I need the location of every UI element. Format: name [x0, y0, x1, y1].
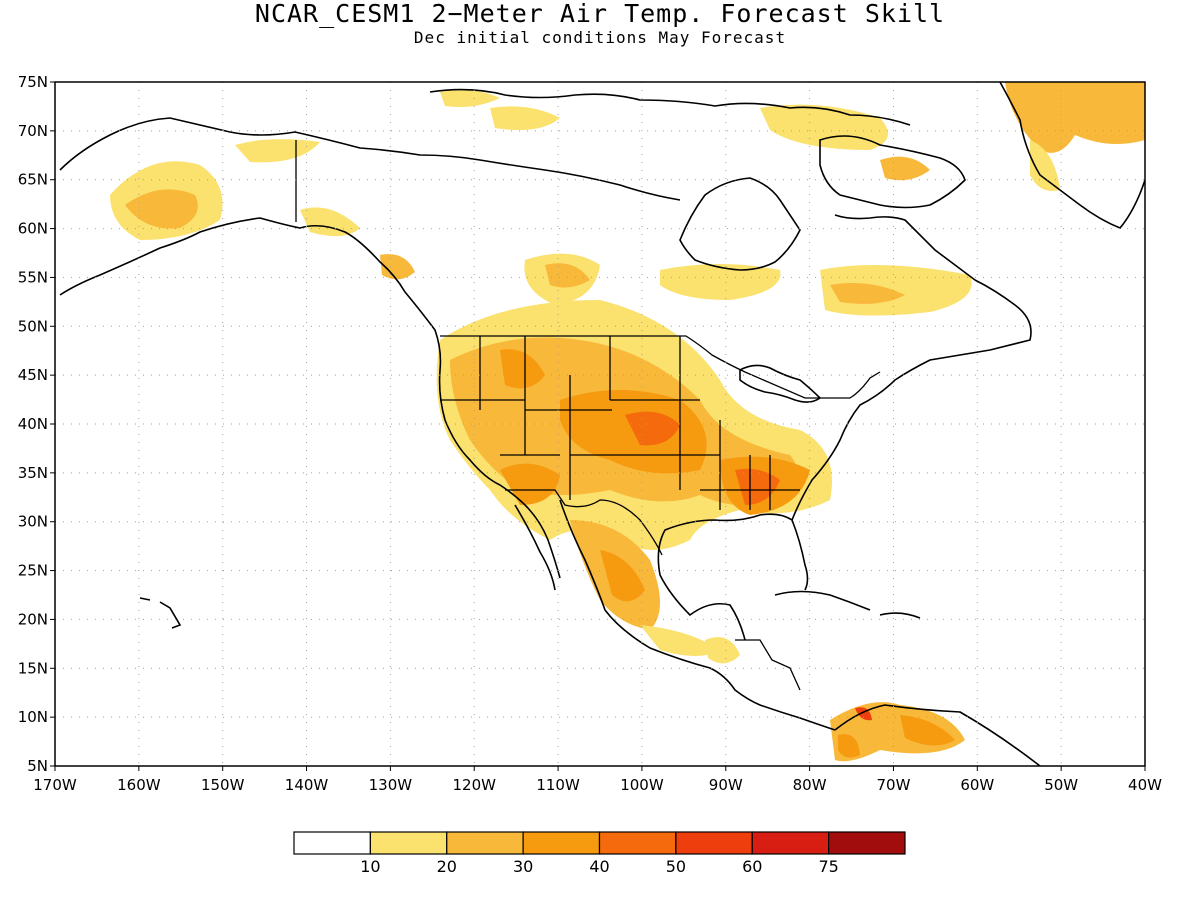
- x-tick-label: 110W: [536, 776, 580, 794]
- x-tick-label: 60W: [960, 776, 994, 794]
- coast-arctic: [59, 117, 681, 201]
- coast-hawaii: [139, 597, 182, 629]
- shade-plains-core: [625, 411, 680, 446]
- y-tick-label: 45N: [18, 366, 48, 384]
- y-tick-label: 70N: [18, 122, 48, 140]
- y-tick-label: 35N: [18, 464, 48, 482]
- colorbar-swatch: [522, 831, 601, 855]
- y-tick-label: 75N: [18, 73, 48, 91]
- shade-mexico-south: [640, 625, 720, 656]
- shade-labrador-core: [830, 282, 905, 304]
- shade-arctic-3: [760, 104, 888, 150]
- colorbar-swatch: [828, 831, 906, 855]
- colorbar-swatch: [675, 831, 753, 855]
- border-us-mexico: [505, 489, 663, 556]
- coast-mexico-west: [559, 499, 836, 731]
- shade-yukon: [300, 207, 360, 237]
- shade-southeast-core: [735, 468, 780, 505]
- y-tick-label: 30N: [18, 513, 48, 531]
- coast-great-lakes: [739, 364, 822, 403]
- coast-arctic-islands: [429, 88, 911, 126]
- coast-hispaniola: [879, 612, 921, 619]
- map-axes: 170W 160W 150W 140W 130W 120W 110W 100W 90W 80W 70…: [18, 73, 1162, 794]
- colorbar-swatch: [446, 831, 524, 855]
- colorbar-swatch: [598, 831, 677, 855]
- shade-colombia: [838, 734, 860, 758]
- y-tick-label: 55N: [18, 268, 48, 286]
- coastlines: [59, 82, 1145, 766]
- y-tick-label: 40N: [18, 415, 48, 433]
- coast-atlantic: [791, 214, 1032, 521]
- colorbar-swatch: [293, 831, 371, 855]
- x-tick-label: 50W: [1044, 776, 1078, 794]
- colorbar-swatch: [369, 831, 448, 855]
- y-tick-label: 65N: [18, 171, 48, 189]
- colorbar-label: 30: [513, 857, 533, 876]
- colorbar-label: 20: [437, 857, 457, 876]
- colorbar-label: 40: [589, 857, 609, 876]
- shade-mexico-core: [600, 550, 645, 602]
- shade-alaska-north: [235, 139, 320, 163]
- x-tick-label: 40W: [1128, 776, 1162, 794]
- x-tick-label: 120W: [452, 776, 496, 794]
- colorbar-label: 10: [360, 857, 380, 876]
- shade-alaska-core: [125, 189, 198, 229]
- map-subtitle: Dec initial conditions May Forecast: [413, 28, 787, 47]
- x-tick-label: 80W: [793, 776, 827, 794]
- coast-gulf: [834, 704, 1041, 766]
- x-tick-label: 100W: [620, 776, 664, 794]
- shade-arctic-2: [490, 106, 560, 131]
- colorbar-label: 60: [742, 857, 762, 876]
- y-tick-label: 50N: [18, 317, 48, 335]
- x-tick-label: 130W: [369, 776, 413, 794]
- border-us-states: [440, 336, 800, 510]
- political-borders: [295, 140, 881, 691]
- map-title: NCAR_CESM1 2−Meter Air Temp. Forecast Sk…: [254, 0, 946, 28]
- shade-canada-prairie-core: [545, 263, 590, 288]
- skill-shading: [110, 82, 1145, 762]
- shade-montana: [500, 349, 545, 389]
- shade-ontario: [660, 264, 781, 300]
- x-tick-label: 170W: [33, 776, 77, 794]
- shade-greenland: [1005, 82, 1145, 153]
- colorbar-label: 75: [818, 857, 838, 876]
- shade-bc: [380, 254, 415, 280]
- y-tick-label: 5N: [27, 757, 48, 775]
- y-tick-label: 20N: [18, 610, 48, 628]
- border-us-canada: [440, 335, 881, 399]
- shade-greenland-south: [1030, 140, 1060, 191]
- shade-arctic-1: [440, 89, 500, 107]
- coast-greenland: [999, 82, 1145, 229]
- shade-central-america: [705, 637, 740, 664]
- shade-south-america-core: [900, 715, 955, 746]
- shade-southwest: [500, 463, 560, 505]
- x-tick-label: 160W: [117, 776, 161, 794]
- y-tick-label: 10N: [18, 708, 48, 726]
- colorbar-swatch: [751, 831, 830, 855]
- coast-baja: [514, 504, 556, 591]
- coast-mexico-east: [657, 513, 809, 641]
- colorbar: 10 20 30 40 50 60 75: [293, 831, 906, 876]
- y-tick-label: 15N: [18, 659, 48, 677]
- map-grid: [55, 82, 1145, 766]
- x-tick-label: 70W: [877, 776, 911, 794]
- coast-cuba: [774, 590, 871, 611]
- coast-baffin: [819, 135, 966, 209]
- y-tick-label: 25N: [18, 562, 48, 580]
- x-tick-label: 90W: [709, 776, 743, 794]
- shade-baffin: [880, 156, 930, 181]
- colorbar-label: 50: [666, 857, 686, 876]
- y-tick-label: 60N: [18, 220, 48, 238]
- x-tick-label: 140W: [285, 776, 329, 794]
- coast-hudson-bay: [679, 177, 801, 271]
- border-central-america: [735, 639, 801, 691]
- x-tick-label: 150W: [201, 776, 245, 794]
